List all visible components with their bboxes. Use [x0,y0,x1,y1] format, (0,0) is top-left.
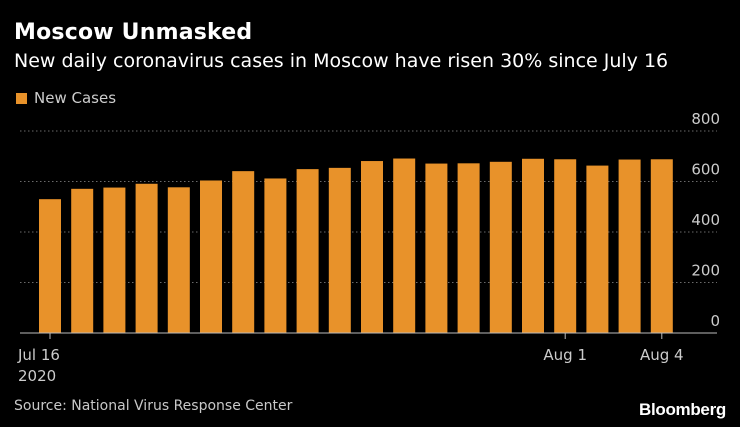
x-tick-sublabel-jul-16: 2020 [18,367,56,385]
bar-jul-25 [328,167,351,333]
y-tick-label-400: 400 [691,211,720,229]
bar-jul-18 [103,187,126,333]
bar-aug-1 [554,159,577,333]
bar-jul-27 [393,158,416,333]
bar-aug-2 [586,165,609,333]
y-tick-label-800: 800 [691,110,720,128]
bar-jul-30 [489,161,512,333]
bar-jul-26 [361,161,383,333]
bar-jul-20 [167,187,190,333]
x-tick-label-aug-1: Aug 1 [543,346,587,364]
bar-jul-17 [71,188,94,333]
bar-jul-19 [135,183,158,333]
y-tick-label-200: 200 [691,262,720,280]
y-tick-label-0: 0 [710,312,720,330]
bar-aug-3 [618,159,641,333]
y-tick-label-600: 600 [691,161,720,179]
chart-title: Moscow Unmasked [14,20,253,45]
bar-jul-21 [200,180,222,333]
bar-jul-29 [457,163,480,333]
bar-jul-24 [296,169,319,333]
x-tick-label-jul-16: Jul 16 [17,346,60,364]
source-note: Source: National Virus Response Center [14,398,293,414]
bar-jul-23 [264,178,287,333]
bar-aug-4 [650,159,673,333]
chart-subtitle: New daily coronavirus cases in Moscow ha… [14,50,669,72]
bar-jul-28 [425,163,448,333]
x-tick-label-aug-4: Aug 4 [640,346,684,364]
legend: New Cases [16,89,116,107]
legend-label: New Cases [34,89,117,107]
bar-jul-22 [232,171,255,333]
bloomberg-logo: Bloomberg [638,400,726,419]
legend-swatch [16,92,27,104]
bar-jul-31 [522,158,544,333]
bar-jul-16 [39,199,61,333]
